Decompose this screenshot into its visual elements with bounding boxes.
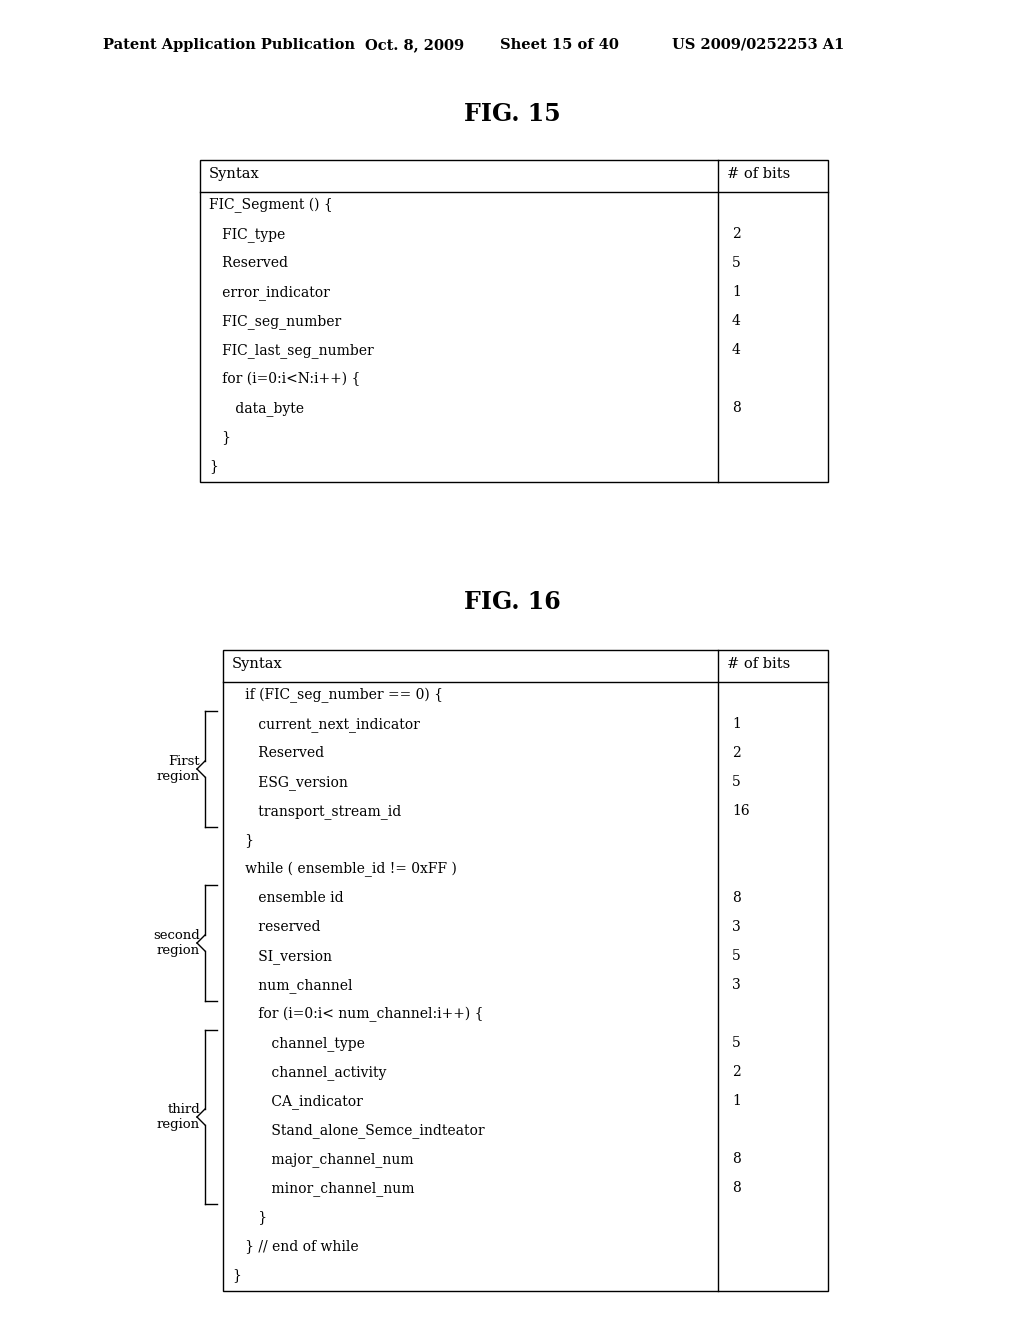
Text: for (i=0:i< num_channel:i++) {: for (i=0:i< num_channel:i++) { bbox=[232, 1007, 483, 1022]
Text: reserved: reserved bbox=[232, 920, 321, 935]
Text: channel_type: channel_type bbox=[232, 1036, 365, 1051]
Text: Patent Application Publication: Patent Application Publication bbox=[103, 38, 355, 51]
Text: 16: 16 bbox=[732, 804, 750, 818]
Text: 1: 1 bbox=[732, 717, 741, 731]
Text: SI_version: SI_version bbox=[232, 949, 332, 964]
Text: # of bits: # of bits bbox=[727, 168, 791, 181]
Text: while ( ensemble_id != 0xFF ): while ( ensemble_id != 0xFF ) bbox=[232, 862, 457, 878]
Text: current_next_indicator: current_next_indicator bbox=[232, 717, 420, 731]
Text: 5: 5 bbox=[732, 256, 740, 271]
Text: ESG_version: ESG_version bbox=[232, 775, 348, 789]
Text: First
region: First region bbox=[157, 755, 200, 783]
Text: }: } bbox=[209, 430, 231, 444]
Text: FIC_type: FIC_type bbox=[209, 227, 286, 242]
Text: major_channel_num: major_channel_num bbox=[232, 1152, 414, 1167]
Text: Syntax: Syntax bbox=[232, 657, 283, 671]
Text: }: } bbox=[209, 459, 218, 473]
Text: if (FIC_seg_number == 0) {: if (FIC_seg_number == 0) { bbox=[232, 688, 443, 704]
Text: second
region: second region bbox=[154, 929, 200, 957]
Text: FIG. 15: FIG. 15 bbox=[464, 102, 560, 125]
Text: third
region: third region bbox=[157, 1104, 200, 1131]
Text: FIC_Segment () {: FIC_Segment () { bbox=[209, 198, 333, 214]
Text: 3: 3 bbox=[732, 920, 740, 935]
Text: }: } bbox=[232, 833, 254, 847]
Text: Oct. 8, 2009: Oct. 8, 2009 bbox=[365, 38, 464, 51]
Text: 1: 1 bbox=[732, 285, 741, 300]
Text: } // end of while: } // end of while bbox=[232, 1239, 358, 1253]
Text: num_channel: num_channel bbox=[232, 978, 352, 993]
Text: ensemble id: ensemble id bbox=[232, 891, 344, 906]
Text: minor_channel_num: minor_channel_num bbox=[232, 1181, 415, 1196]
Text: FIC_seg_number: FIC_seg_number bbox=[209, 314, 341, 329]
Text: }: } bbox=[232, 1269, 241, 1282]
Text: 2: 2 bbox=[732, 746, 740, 760]
Text: Reserved: Reserved bbox=[232, 746, 325, 760]
Text: 2: 2 bbox=[732, 1065, 740, 1078]
Text: Reserved: Reserved bbox=[209, 256, 288, 271]
Text: FIG. 16: FIG. 16 bbox=[464, 590, 560, 614]
Text: # of bits: # of bits bbox=[727, 657, 791, 671]
Text: 1: 1 bbox=[732, 1094, 741, 1107]
Text: 5: 5 bbox=[732, 1036, 740, 1049]
Text: }: } bbox=[232, 1210, 267, 1224]
Text: 5: 5 bbox=[732, 949, 740, 964]
Text: 5: 5 bbox=[732, 775, 740, 789]
Bar bbox=[200, 160, 828, 482]
Text: 4: 4 bbox=[732, 343, 741, 356]
Text: 4: 4 bbox=[732, 314, 741, 327]
Text: 2: 2 bbox=[732, 227, 740, 242]
Text: 3: 3 bbox=[732, 978, 740, 993]
Text: channel_activity: channel_activity bbox=[232, 1065, 386, 1080]
Text: for (i=0:i<N:i++) {: for (i=0:i<N:i++) { bbox=[209, 372, 360, 387]
Text: Syntax: Syntax bbox=[209, 168, 260, 181]
Text: FIC_last_seg_number: FIC_last_seg_number bbox=[209, 343, 374, 358]
Text: Sheet 15 of 40: Sheet 15 of 40 bbox=[500, 38, 618, 51]
Text: 8: 8 bbox=[732, 1152, 740, 1166]
Text: 8: 8 bbox=[732, 401, 740, 414]
Text: data_byte: data_byte bbox=[209, 401, 304, 416]
Text: 8: 8 bbox=[732, 1181, 740, 1195]
Text: error_indicator: error_indicator bbox=[209, 285, 330, 300]
Text: transport_stream_id: transport_stream_id bbox=[232, 804, 401, 818]
Text: Stand_alone_Semce_indteator: Stand_alone_Semce_indteator bbox=[232, 1123, 484, 1138]
Text: CA_indicator: CA_indicator bbox=[232, 1094, 362, 1109]
Text: 8: 8 bbox=[732, 891, 740, 906]
Bar bbox=[223, 649, 828, 1291]
Text: US 2009/0252253 A1: US 2009/0252253 A1 bbox=[672, 38, 845, 51]
